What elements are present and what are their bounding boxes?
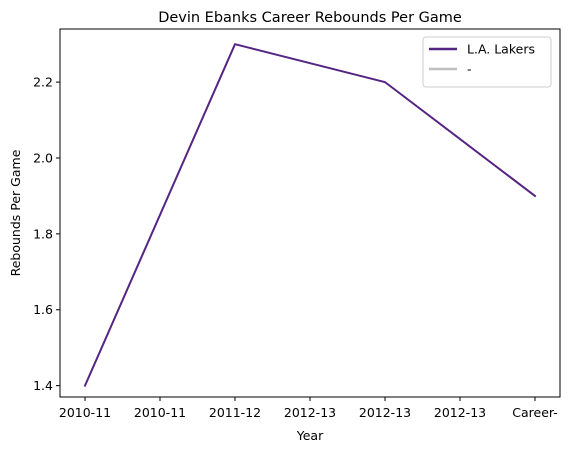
x-tick-label: 2012-13 [434, 405, 486, 420]
series-line-0 [83, 43, 537, 387]
y-axis-title: Rebounds Per Game [8, 149, 23, 276]
y-tick-label: 2.0 [33, 150, 53, 165]
x-tick-label: 2012-13 [284, 405, 336, 420]
legend-label: L.A. Lakers [467, 42, 535, 57]
legend: L.A. Lakers - [422, 36, 552, 88]
legend-label: - [467, 62, 472, 77]
x-tick-label: 2011-12 [209, 405, 261, 420]
chart-title: Devin Ebanks Career Rebounds Per Game [158, 10, 462, 26]
y-tick-label: 2.2 [33, 75, 53, 90]
y-tick-label: 1.6 [33, 302, 53, 317]
x-axis-title: Year [296, 428, 324, 443]
x-tick-label: 2010-11 [59, 405, 111, 420]
y-tick-label: 1.4 [33, 378, 53, 393]
x-axis: 2010-11 2010-11 2011-12 2012-13 2012-13 2012-… [59, 397, 558, 420]
y-tick-label: 1.8 [33, 226, 53, 241]
x-tick-label: Career- [512, 405, 557, 420]
y-axis: 1.4 1.6 1.8 2.0 2.2 [33, 75, 60, 393]
x-tick-label: 2012-13 [359, 405, 411, 420]
x-tick-label: 2010-11 [134, 405, 186, 420]
plot-area [83, 43, 537, 387]
